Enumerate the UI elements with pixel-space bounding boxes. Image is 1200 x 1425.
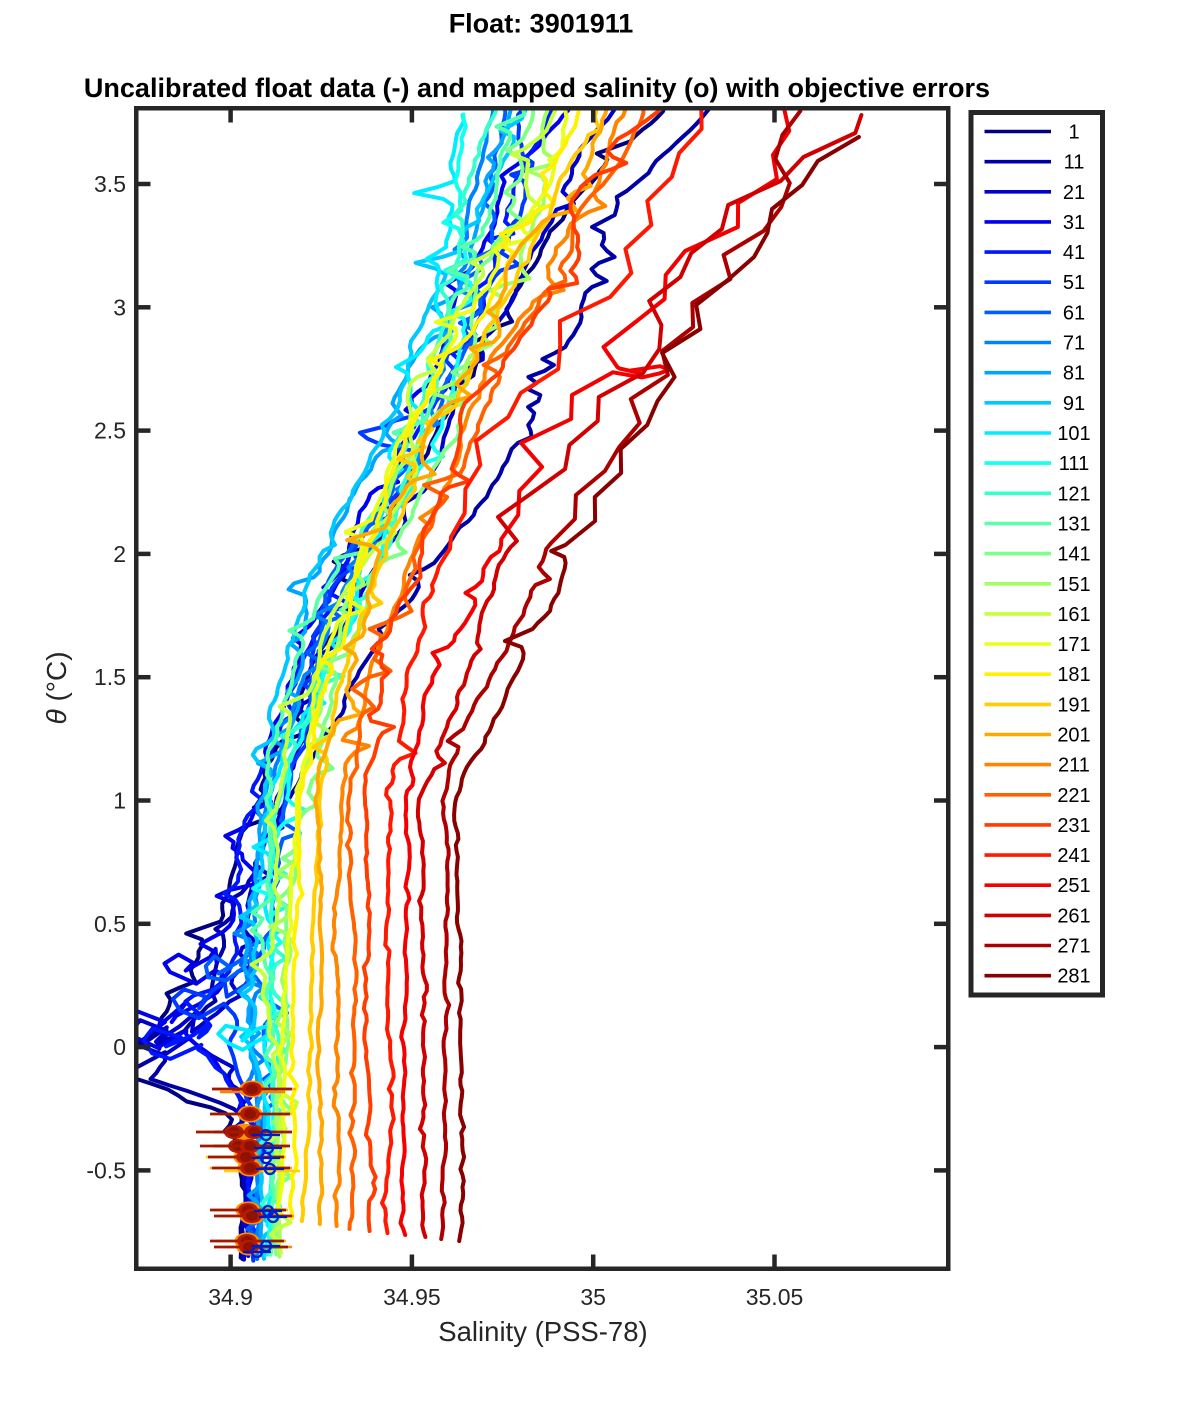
svg-text:251: 251 [1057,875,1090,897]
svg-text:3.5: 3.5 [94,171,126,197]
svg-text:35.05: 35.05 [746,1284,804,1310]
svg-text:131: 131 [1057,514,1090,536]
svg-text:2.5: 2.5 [94,418,126,444]
svg-text:21: 21 [1063,182,1085,204]
svg-text:241: 241 [1057,845,1090,867]
svg-text:121: 121 [1057,483,1090,505]
svg-text:0.5: 0.5 [94,911,126,937]
svg-text:1: 1 [113,788,126,814]
svg-text:91: 91 [1063,393,1085,415]
svg-text:171: 171 [1057,634,1090,656]
svg-text:71: 71 [1063,333,1085,355]
svg-text:Float: 3901911: Float: 3901911 [449,9,634,39]
svg-text:231: 231 [1057,815,1090,837]
svg-text:35: 35 [580,1284,606,1310]
svg-text:141: 141 [1057,544,1090,566]
svg-text:261: 261 [1057,905,1090,927]
svg-text:31: 31 [1063,212,1085,234]
svg-text:3: 3 [113,294,126,320]
svg-text:111: 111 [1059,453,1089,475]
svg-text:61: 61 [1063,302,1085,324]
svg-text:271: 271 [1057,936,1090,958]
svg-text:211: 211 [1058,755,1090,777]
svg-text:181: 181 [1057,664,1090,686]
svg-text:11: 11 [1064,152,1085,174]
svg-text:151: 151 [1057,574,1090,596]
svg-text:0: 0 [113,1034,126,1060]
svg-text:81: 81 [1063,363,1085,385]
svg-text:2: 2 [113,541,126,567]
svg-text:34.95: 34.95 [383,1284,441,1310]
svg-text:-0.5: -0.5 [86,1157,126,1183]
svg-text:221: 221 [1057,785,1090,807]
svg-text:θ (°C): θ (°C) [41,651,72,724]
svg-text:Salinity (PSS-78): Salinity (PSS-78) [438,1316,647,1347]
svg-text:1.5: 1.5 [94,664,126,690]
svg-text:34.9: 34.9 [208,1284,253,1310]
svg-text:161: 161 [1057,604,1090,626]
svg-text:281: 281 [1057,966,1090,988]
svg-text:1: 1 [1068,122,1079,144]
svg-text:41: 41 [1063,242,1085,264]
svg-text:191: 191 [1057,694,1090,716]
svg-text:201: 201 [1057,725,1090,747]
svg-text:101: 101 [1057,423,1090,445]
svg-text:51: 51 [1063,272,1085,294]
svg-text:Uncalibrated float data (-) an: Uncalibrated float data (-) and mapped s… [84,73,990,103]
